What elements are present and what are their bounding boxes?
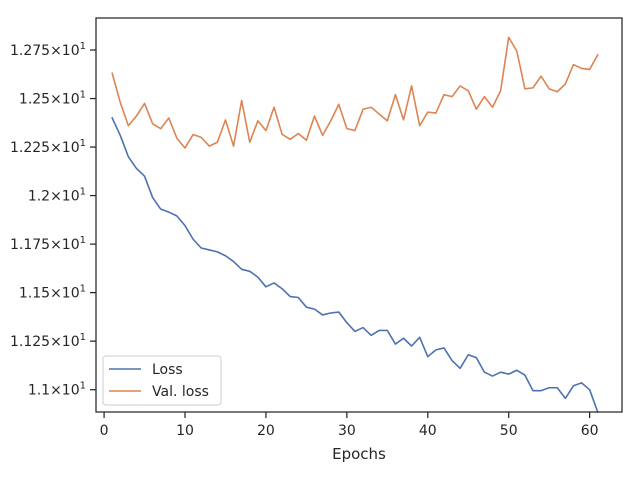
x-tick-label: 20 — [257, 423, 275, 439]
y-tick-label: 1.125×101 — [10, 332, 86, 350]
x-tick-label: 30 — [338, 423, 356, 439]
plot-background — [96, 18, 622, 412]
y-tick-label: 1.2×101 — [28, 187, 86, 205]
series-line-val-loss — [111, 36, 599, 149]
x-tick-label: 60 — [581, 423, 599, 439]
legend: Loss Val. loss — [102, 355, 222, 406]
x-tick-label: 10 — [176, 423, 194, 439]
legend-label-val-loss: Val. loss — [152, 384, 209, 400]
y-axis: 1.1×101 1.125×101 1.15×101 1.175×101 1.2×101… — [10, 41, 96, 399]
x-axis-title: Epochs — [332, 445, 386, 463]
series-line-loss — [111, 116, 599, 414]
y-tick-label: 1.175×101 — [10, 235, 86, 253]
x-axis: 0 10 20 30 40 50 60 — [100, 412, 599, 439]
y-tick-label: 1.1×101 — [28, 381, 86, 399]
legend-label-loss: Loss — [152, 362, 183, 378]
x-tick-label: 40 — [419, 423, 437, 439]
series-layer — [111, 36, 599, 414]
y-tick-label: 1.275×101 — [10, 41, 86, 59]
plot-frame — [95, 17, 623, 413]
x-tick-label: 50 — [500, 423, 518, 439]
y-tick-label: 1.25×101 — [19, 90, 86, 108]
y-tick-label: 1.15×101 — [19, 284, 86, 302]
y-tick-label: 1.225×101 — [10, 138, 86, 156]
x-tick-label: 0 — [100, 423, 109, 439]
